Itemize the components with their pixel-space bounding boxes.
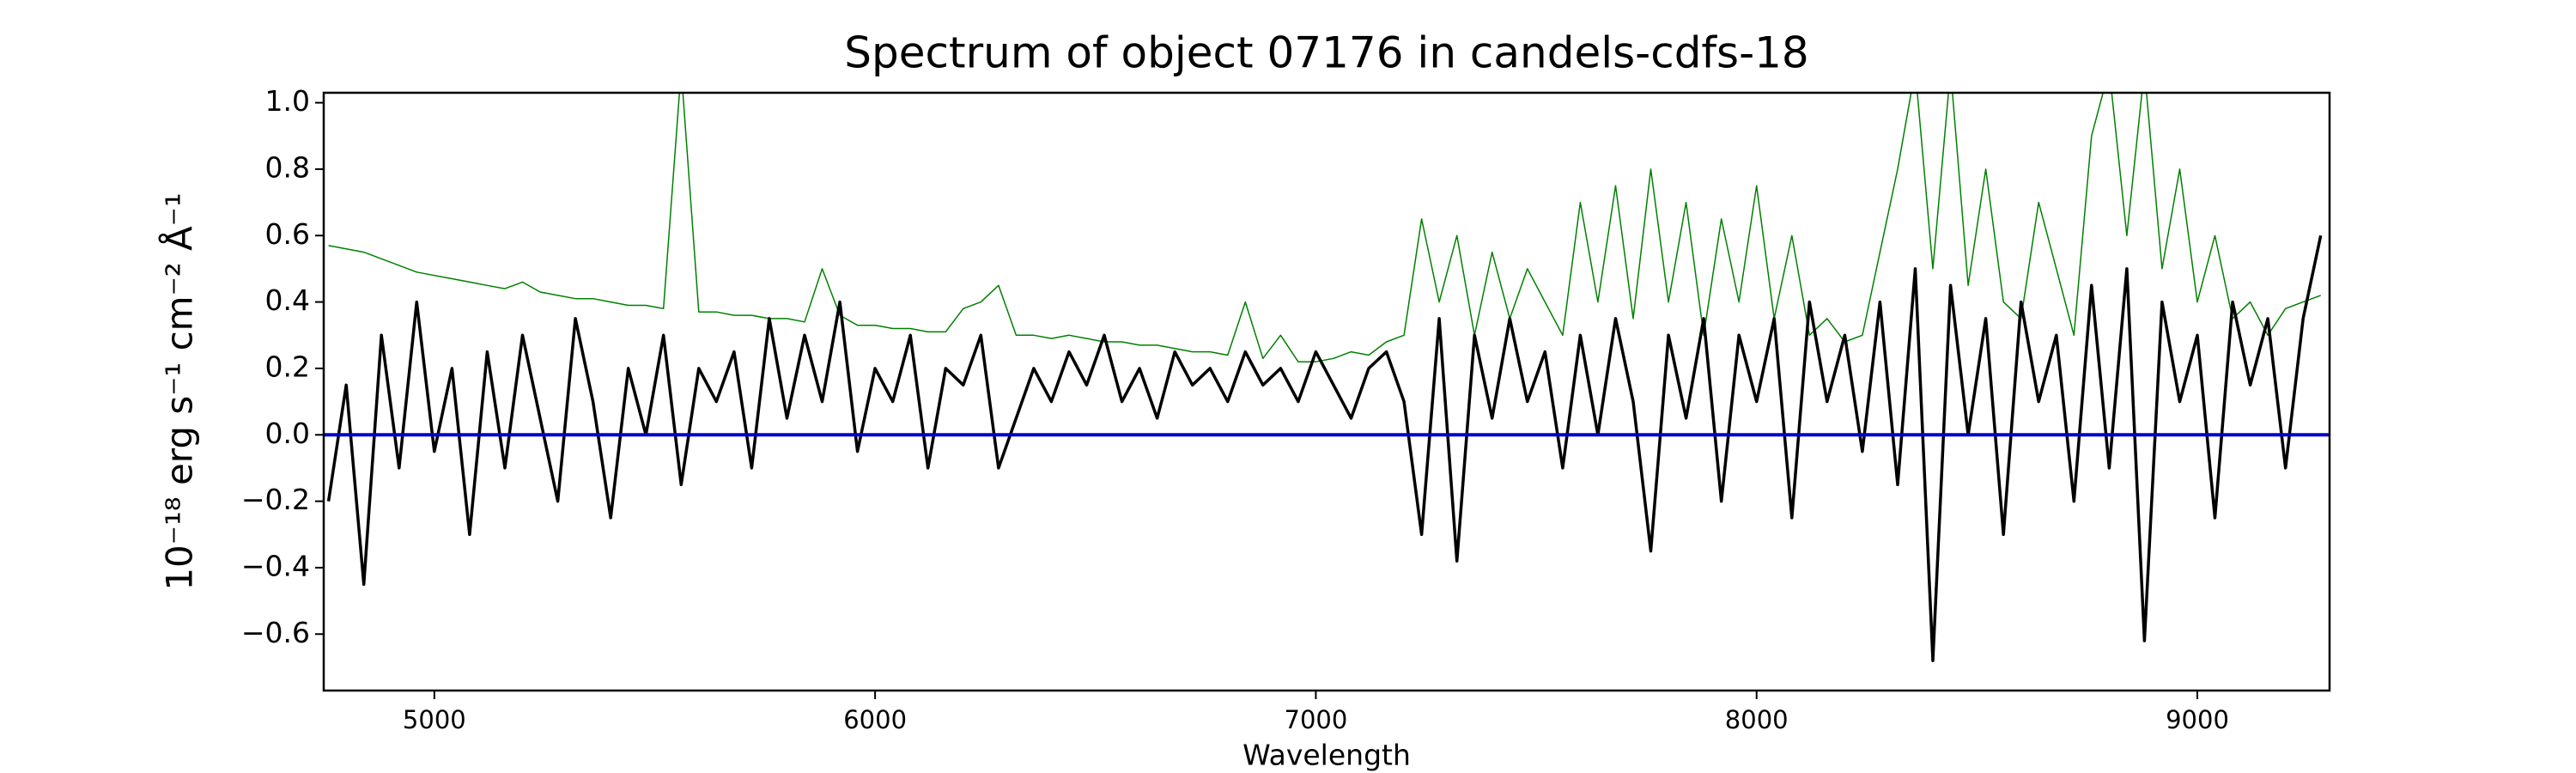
x-tick-label: 7000 [1285, 705, 1348, 734]
y-tick-label: 0.6 [265, 217, 310, 251]
y-tick-label: 1.0 [265, 84, 310, 118]
y-tick-label: 0.0 [265, 417, 310, 450]
y-tick-label: −0.4 [241, 549, 310, 582]
chart-title: Spectrum of object 07176 in candels-cdfs… [844, 28, 1809, 78]
y-tick-label: 0.2 [265, 350, 310, 383]
x-tick-label: 9000 [2166, 705, 2229, 734]
y-tick-label: 0.8 [265, 150, 310, 184]
x-axis-label: Wavelength [1242, 739, 1411, 772]
plot-frame [322, 91, 2331, 692]
y-axis-label: 10⁻¹⁸ erg s⁻¹ cm⁻² Å⁻¹ [158, 192, 201, 590]
y-tick-label: −0.2 [241, 483, 310, 516]
x-tick-label: 6000 [843, 705, 907, 734]
x-tick-label: 5000 [403, 705, 466, 734]
plot-area [324, 93, 2330, 662]
y-tick-label: −0.6 [241, 616, 310, 649]
y-tick-label: 0.4 [265, 283, 310, 317]
series-line [326, 234, 2323, 662]
series-line [328, 93, 2321, 362]
x-tick-label: 8000 [1725, 705, 1789, 734]
